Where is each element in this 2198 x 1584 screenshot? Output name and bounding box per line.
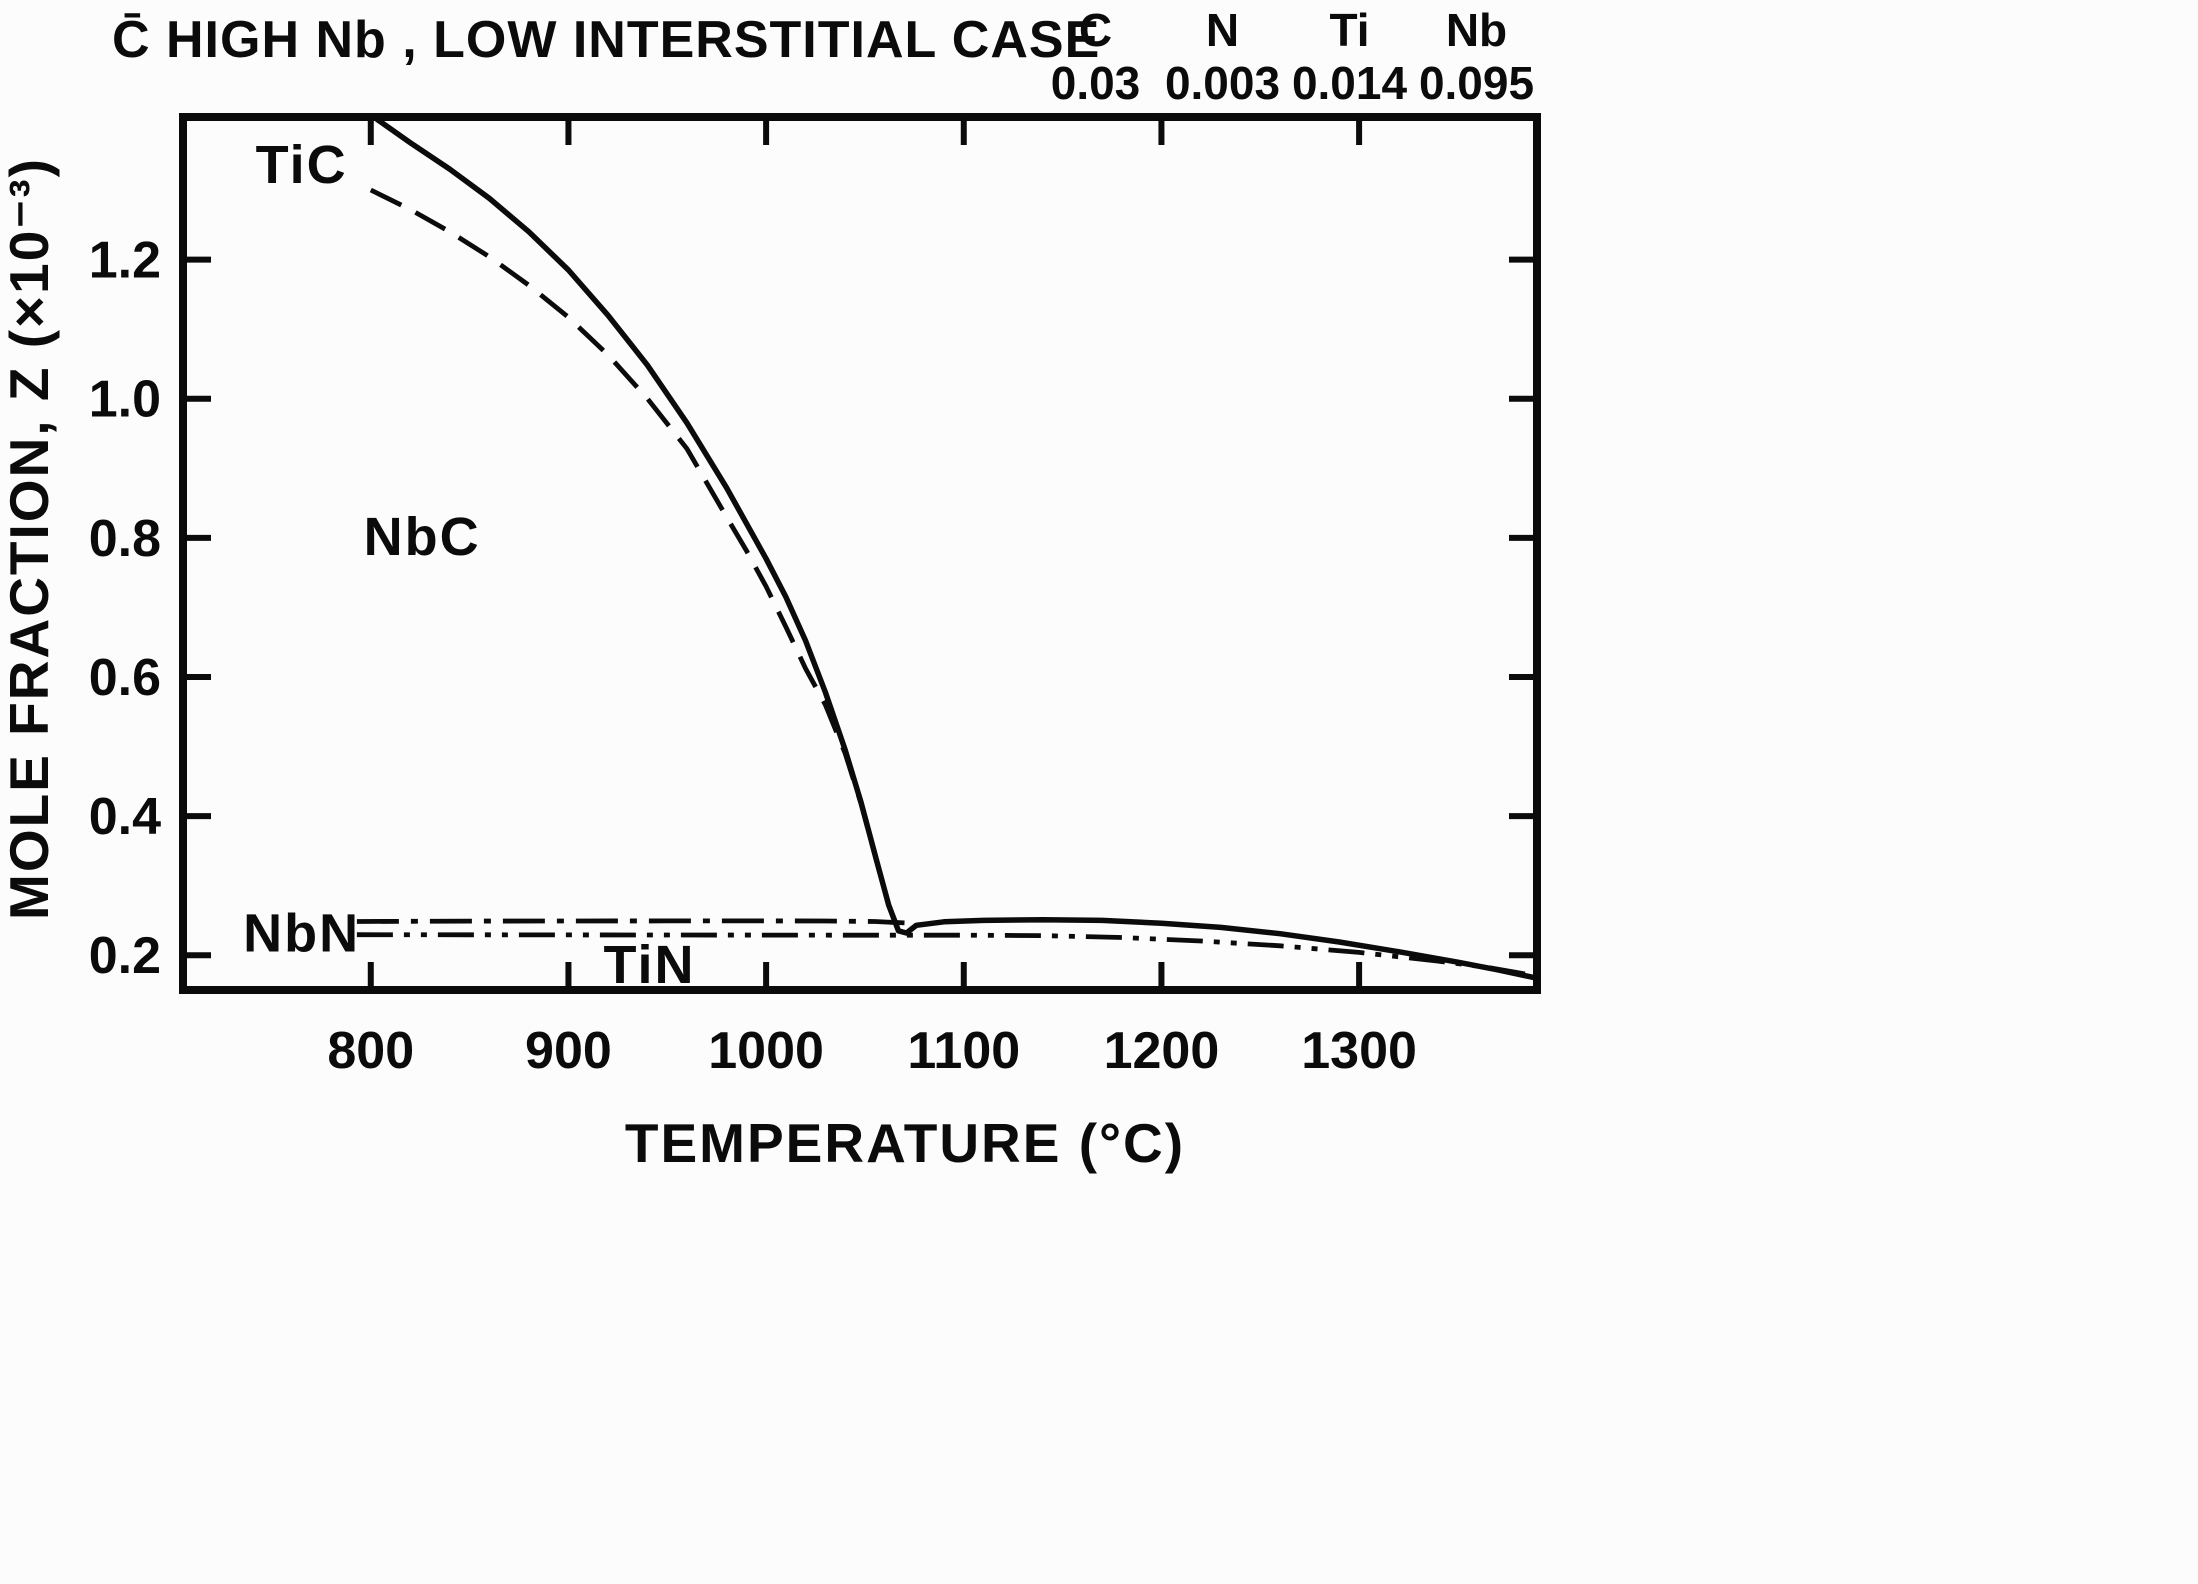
y-tick-label: 0.8 xyxy=(89,510,161,568)
curve-label-NbN: NbN xyxy=(243,904,360,964)
y-tick-label: 1.2 xyxy=(89,232,161,290)
plot-frame xyxy=(179,113,1541,994)
composition-element: C xyxy=(1078,4,1113,56)
composition-value: 0.003 xyxy=(1164,57,1281,109)
x-tick-label: 900 xyxy=(525,1022,612,1080)
curve-label-NbC: NbC xyxy=(364,507,481,567)
y-axis-label: MOLE FRACTION, Z (×10⁻³) xyxy=(0,157,60,920)
y-tick-label: 0.6 xyxy=(89,649,161,707)
x-tick-label: 1300 xyxy=(1301,1022,1417,1080)
curve-TiN xyxy=(356,932,1538,979)
curve-label-TiN: TiN xyxy=(603,935,695,995)
x-tick-label: 1200 xyxy=(1104,1022,1220,1080)
composition-value: 0.03 xyxy=(1050,57,1141,109)
composition-column-c: C 0.03 xyxy=(1032,2,1159,108)
composition-element: N xyxy=(1205,4,1240,56)
y-tick-label: 1.0 xyxy=(89,371,161,429)
curve-NbC xyxy=(369,187,899,927)
x-tick-label: 800 xyxy=(327,1022,414,1080)
y-tick-label: 0.2 xyxy=(89,927,161,985)
composition-column-n: N 0.003 xyxy=(1159,2,1286,108)
composition-element: Ti xyxy=(1329,4,1370,56)
y-tick-label: 0.4 xyxy=(89,788,161,846)
curve-label-TiC: TiC xyxy=(256,135,348,195)
composition-value: 0.014 xyxy=(1291,57,1408,109)
curve-NbN xyxy=(356,918,905,926)
composition-element: Nb xyxy=(1445,4,1508,56)
composition-column-ti: Ti 0.014 xyxy=(1286,2,1413,108)
composition-table: C 0.03 N 0.003 Ti 0.014 Nb 0.095 xyxy=(1032,2,1540,108)
composition-column-nb: Nb 0.095 xyxy=(1413,2,1540,108)
x-tick-label: 1000 xyxy=(708,1022,824,1080)
curve-TiC xyxy=(375,116,1538,981)
x-tick-label: 1100 xyxy=(907,1022,1020,1080)
composition-value: 0.095 xyxy=(1418,57,1535,109)
figure-title: C̄ HIGH Nb , LOW INTERSTITIAL CASE xyxy=(112,11,1101,69)
x-axis-label: TEMPERATURE (°C) xyxy=(625,1112,1185,1174)
